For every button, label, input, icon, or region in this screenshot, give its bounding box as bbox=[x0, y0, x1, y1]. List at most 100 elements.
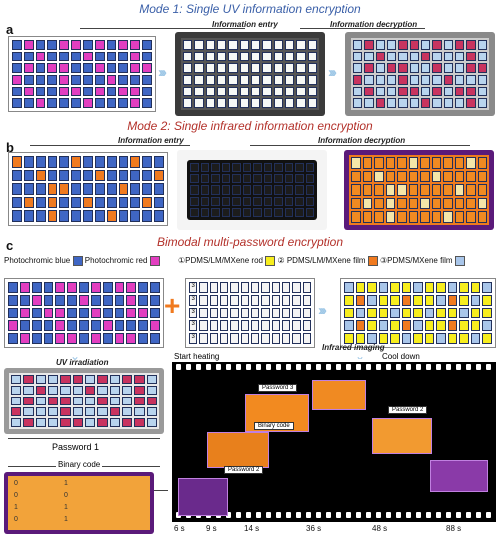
grid-cell bbox=[60, 375, 71, 384]
grid-cell bbox=[292, 320, 301, 332]
time-label: 48 s bbox=[372, 524, 388, 533]
grid-cell bbox=[355, 307, 366, 319]
mode2-bracket-left bbox=[30, 145, 190, 146]
grid-cell bbox=[47, 407, 59, 417]
legend-red-swatch bbox=[149, 256, 160, 266]
grid-cell bbox=[413, 307, 423, 319]
grid-cell bbox=[71, 74, 81, 85]
grid-cell bbox=[12, 74, 22, 85]
grid-cell bbox=[216, 98, 227, 108]
grid-cell bbox=[390, 320, 400, 332]
grid-cell bbox=[443, 157, 453, 169]
grid-cell bbox=[102, 282, 113, 293]
grid-cell bbox=[109, 375, 120, 384]
grid-cell bbox=[477, 197, 487, 210]
grid-cell bbox=[90, 282, 101, 293]
grid-cell bbox=[71, 63, 81, 73]
grid-cell bbox=[284, 163, 293, 173]
grid-cell bbox=[94, 63, 105, 73]
grid-cell bbox=[23, 51, 34, 62]
grid-cell bbox=[47, 183, 58, 195]
grid-cell bbox=[55, 294, 66, 306]
grid-cell bbox=[43, 282, 54, 293]
grid-cell bbox=[118, 51, 129, 62]
grid-cell bbox=[19, 320, 30, 332]
grid-cell bbox=[205, 86, 215, 97]
film-sprocket bbox=[226, 512, 231, 518]
grid-cell bbox=[90, 294, 101, 306]
grid-cell bbox=[130, 51, 141, 62]
grid-cell bbox=[118, 169, 129, 182]
grid-cell bbox=[253, 196, 262, 206]
grid-cell bbox=[239, 74, 249, 85]
grid-cell bbox=[134, 375, 145, 384]
grid-cell bbox=[307, 86, 317, 97]
grid-cell bbox=[83, 156, 93, 168]
grid-cell bbox=[307, 51, 317, 62]
film-sprocket bbox=[206, 364, 211, 370]
grid-cell bbox=[211, 207, 220, 217]
grid-cell bbox=[443, 211, 453, 223]
legend-film-swatch bbox=[367, 256, 378, 266]
legend-materials: ①PDMS/LM/MXene rod ② PDMS/LM/MXene film … bbox=[178, 256, 465, 266]
film-sprocket bbox=[456, 364, 461, 370]
grid-cell bbox=[454, 157, 464, 169]
time-label: 88 s bbox=[446, 524, 462, 533]
grid-cell bbox=[71, 183, 82, 195]
grid-cell bbox=[250, 294, 260, 306]
binary-code-label: Binary code bbox=[56, 460, 103, 469]
grid-cell bbox=[353, 63, 363, 73]
grid-cell bbox=[228, 86, 238, 97]
grid-cell bbox=[126, 307, 137, 319]
grid-cell bbox=[118, 63, 129, 73]
grid-cell bbox=[355, 333, 366, 344]
grid-cell bbox=[12, 183, 22, 195]
grid-cell bbox=[130, 74, 141, 85]
legend-mxene-label: ③PDMS/MXene film bbox=[380, 256, 453, 266]
grid-cell bbox=[436, 282, 446, 293]
grid-cell bbox=[150, 320, 160, 332]
grid-cell bbox=[386, 74, 397, 85]
grid-cell bbox=[190, 207, 199, 217]
film-sprocket bbox=[486, 512, 491, 518]
grid-cell bbox=[436, 307, 446, 319]
grid-cell bbox=[459, 294, 469, 306]
grid-cell bbox=[431, 170, 441, 183]
grid-cell bbox=[94, 86, 105, 97]
grid-cell bbox=[146, 375, 157, 384]
binary-digit: 1 bbox=[64, 516, 68, 523]
grid-cell bbox=[59, 98, 70, 108]
grid-cell bbox=[106, 156, 117, 168]
grid-cell bbox=[409, 51, 419, 62]
grid-cell bbox=[408, 157, 418, 169]
grid-cell bbox=[305, 163, 314, 173]
grid-cell bbox=[355, 320, 366, 332]
grid-cell bbox=[459, 333, 469, 344]
grid-cell bbox=[307, 40, 317, 50]
grid-cell bbox=[386, 51, 397, 62]
grid-cell bbox=[239, 98, 249, 108]
grid-cell bbox=[79, 307, 89, 319]
mode1-bracket-right bbox=[300, 28, 425, 29]
grid-cell bbox=[292, 307, 301, 319]
grid-cell bbox=[466, 51, 476, 62]
binary-code-thermal: 0 1 0 0 1 1 0 1 bbox=[4, 472, 154, 534]
grid-cell bbox=[114, 282, 125, 293]
grid-cell bbox=[121, 375, 133, 384]
grid-cell bbox=[378, 294, 389, 306]
grid-cell bbox=[84, 375, 96, 384]
panel-letter-b: b bbox=[6, 140, 14, 155]
grid-cell bbox=[59, 169, 70, 182]
grid-cell bbox=[72, 407, 83, 417]
cool-down-label: Cool down bbox=[380, 352, 422, 361]
grid-cell bbox=[482, 320, 492, 332]
grid-cell bbox=[378, 333, 389, 344]
grid-cell bbox=[109, 418, 120, 427]
grid-cell bbox=[432, 40, 442, 50]
grid-cell bbox=[482, 282, 492, 293]
grid-cell bbox=[8, 333, 18, 344]
film-sprocket bbox=[266, 512, 271, 518]
grid-cell bbox=[150, 307, 160, 319]
grid-cell bbox=[55, 320, 66, 332]
grid-cell bbox=[79, 333, 89, 344]
